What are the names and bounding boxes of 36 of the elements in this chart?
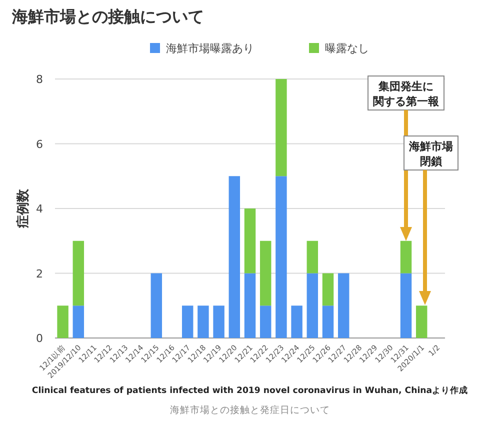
chart-title: 海鮮市場との接触について — [11, 7, 204, 26]
bar — [228, 176, 240, 338]
bar — [57, 306, 68, 338]
y-tick-label: 4 — [36, 202, 43, 216]
text: Clinical features of patients infected with 2019 novel coronavirus in Wuhan, Chinaより作成 — [32, 385, 468, 396]
bar — [244, 273, 256, 338]
bar — [150, 273, 162, 338]
bar — [72, 306, 84, 338]
bar — [182, 306, 194, 338]
bar — [306, 240, 318, 274]
bar — [260, 240, 272, 306]
y-axis-title: 症例数 — [15, 188, 31, 229]
bar — [198, 306, 209, 338]
bar — [416, 306, 428, 338]
bar — [322, 306, 334, 338]
bar — [400, 273, 412, 338]
annotation: 海鮮市場閉鎖 — [408, 140, 453, 168]
bar — [400, 240, 412, 274]
bar — [338, 273, 350, 338]
bar — [213, 306, 224, 338]
y-tick-label: 8 — [36, 73, 43, 86]
y-tick-label: 2 — [36, 267, 43, 280]
text: 海鮮市場との接触と発症日について — [170, 404, 330, 416]
bar — [276, 79, 287, 176]
legend-label: 海鮮市場曝露あり — [166, 42, 254, 55]
bar — [291, 306, 302, 338]
bar — [260, 306, 272, 338]
bar — [244, 208, 256, 274]
bar — [72, 240, 84, 306]
y-tick-label: 6 — [36, 138, 43, 151]
y-tick-label: 0 — [36, 332, 43, 345]
bar — [322, 273, 334, 306]
annotation: 集団発生に関する第一報 — [373, 80, 440, 108]
bar — [276, 176, 287, 338]
legend-label: 曝露なし — [325, 42, 369, 55]
bar — [306, 273, 318, 338]
